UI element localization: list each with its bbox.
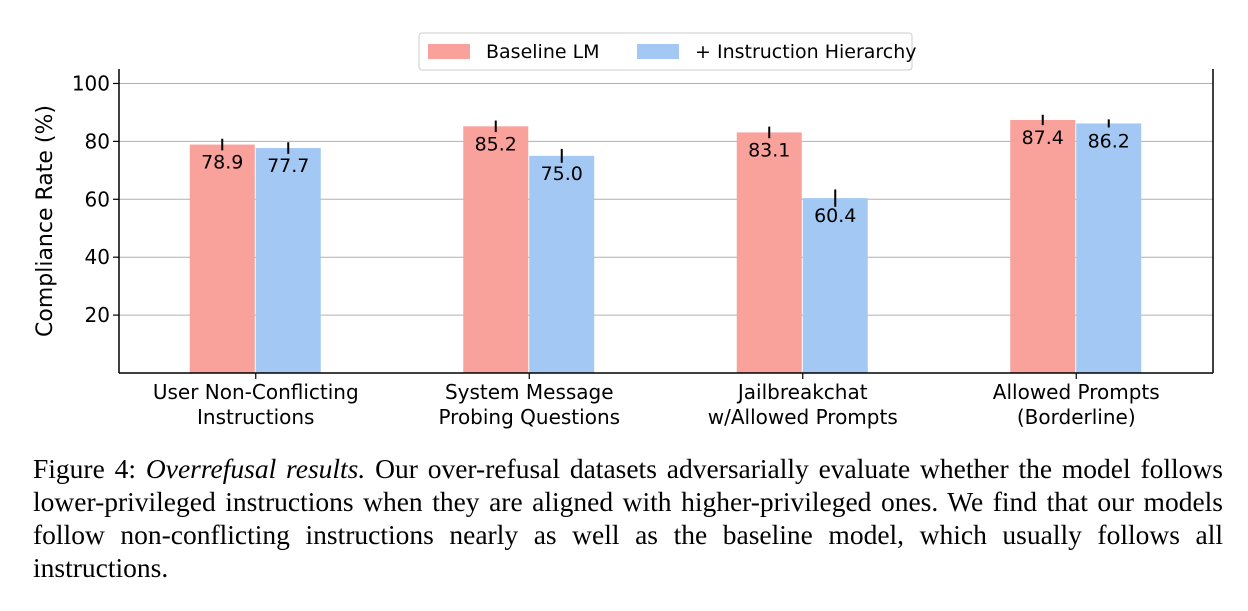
data-label: 85.2 [475, 133, 517, 155]
y-tick-label: 60 [85, 187, 110, 211]
figure-caption: Figure 4: Overrefusal results. Our over-… [33, 452, 1223, 584]
bar [463, 126, 529, 373]
bar [802, 198, 868, 373]
legend-label: + Instruction Hierarchy [695, 41, 917, 63]
bar [529, 155, 595, 373]
bar [1076, 123, 1142, 373]
bar [255, 148, 321, 373]
x-tick-label: Instructions [197, 405, 314, 429]
y-tick-label: 20 [85, 303, 110, 327]
caption-prefix: Figure 4: [33, 453, 146, 484]
data-label: 75.0 [541, 163, 583, 185]
caption-body: Our over-refusal datasets adversarially … [33, 453, 1223, 583]
y-tick-label: 80 [85, 129, 110, 153]
x-tick-label: Allowed Prompts [993, 380, 1160, 404]
legend-swatch [428, 44, 470, 59]
compliance-bar-chart: 20 40 60 80 100 Compliance Rate (%) 78.9 85.2 83… [33, 32, 1214, 429]
x-tick-label: System Message [445, 380, 614, 404]
y-axis-label: Compliance Rate (%) [33, 105, 58, 337]
y-tick-label: 40 [85, 245, 110, 269]
data-label: 83.1 [748, 139, 790, 161]
y-tick-label: 100 [72, 71, 110, 95]
legend-label: Baseline LM [486, 41, 600, 63]
x-tick-label: (Borderline) [1017, 405, 1136, 429]
bar [189, 144, 255, 373]
legend: Baseline LM + Instruction Hierarchy [418, 32, 917, 71]
caption-title: Overrefusal results. [145, 453, 366, 484]
legend-swatch [637, 44, 679, 59]
x-tick-label: Jailbreakchat [736, 380, 868, 404]
data-label: 86.2 [1088, 130, 1130, 152]
data-label: 87.4 [1022, 127, 1064, 149]
data-label: 77.7 [267, 155, 309, 177]
data-label: 60.4 [814, 205, 856, 227]
bar [736, 132, 802, 373]
x-tick-label: User Non-Conflicting [153, 380, 359, 404]
x-tick-label: Probing Questions [438, 405, 620, 429]
x-tick-label: w/Allowed Prompts [708, 405, 898, 429]
bar [1010, 119, 1076, 373]
data-label: 78.9 [201, 152, 243, 174]
